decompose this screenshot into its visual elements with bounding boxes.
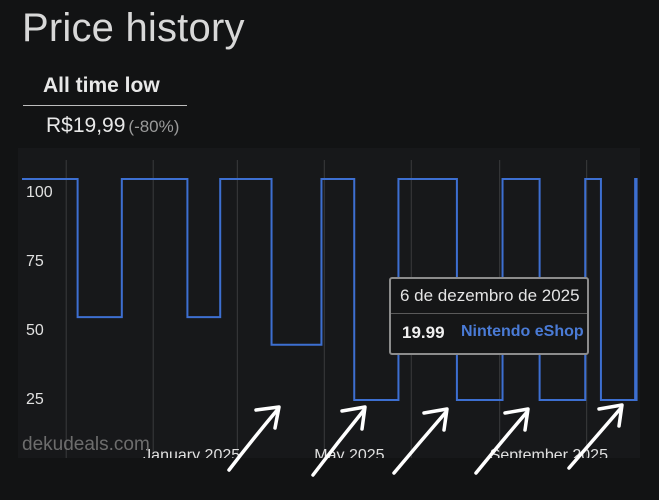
all-time-low-price: R$19,99 [46,114,126,137]
all-time-low-discount: (-80%) [128,117,180,136]
watermark: dekudeals.com [22,434,150,455]
tooltip-date: 6 de dezembro de 2025 [400,286,580,305]
x-tick-label: September 2025 [490,447,608,458]
chart-tooltip: 6 de dezembro de 2025 19.99 Nintendo eSh… [389,277,589,355]
tooltip-price: 19.99 [402,323,445,342]
page-title: Price history [22,6,245,50]
tooltip-store-link[interactable]: Nintendo eShop [461,323,584,340]
all-time-low-divider [23,105,187,106]
y-tick-label: 100 [26,184,53,201]
x-tick-label: January 2025 [143,447,240,458]
y-tick-label: 25 [26,391,44,408]
tooltip-divider [391,313,587,314]
x-tick-label: May 2025 [314,447,384,458]
all-time-low-label: All time low [43,74,160,97]
all-time-low-value: R$19,99 (-80%) [46,114,179,138]
y-tick-label: 75 [26,253,44,270]
y-tick-label: 50 [26,322,44,339]
